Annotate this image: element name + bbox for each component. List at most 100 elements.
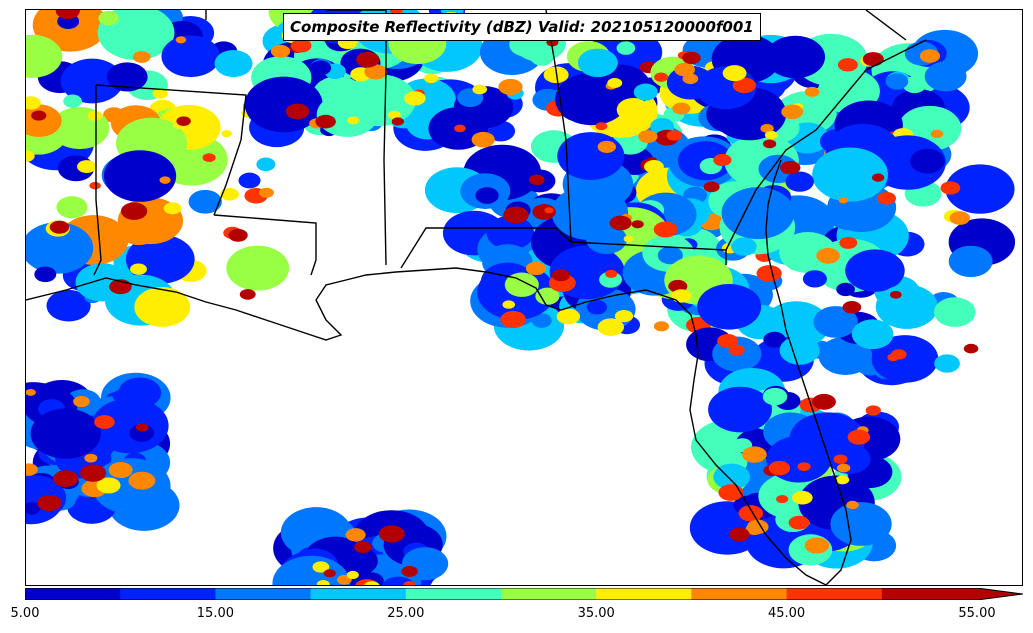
state-line-al-fl: [400, 227, 572, 269]
reflectivity-core: [239, 289, 256, 300]
reflectivity-core: [949, 211, 971, 225]
colorbar-segment: [215, 588, 312, 600]
reflectivity-cell: [875, 284, 938, 329]
reflectivity-cell: [26, 34, 63, 78]
reflectivity-core: [812, 393, 836, 410]
reflectivity-core: [176, 116, 191, 126]
reflectivity-cell: [762, 387, 788, 406]
reflectivity-core: [556, 308, 581, 325]
coastline-east: [765, 159, 852, 585]
reflectivity-cell: [60, 58, 124, 104]
reflectivity-core: [525, 261, 546, 276]
reflectivity-core: [152, 88, 168, 99]
reflectivity-core: [31, 110, 47, 121]
reflectivity-cell: [763, 331, 786, 348]
reflectivity-core: [833, 454, 848, 464]
reflectivity-cell: [504, 272, 539, 297]
reflectivity-core: [780, 160, 801, 175]
reflectivity-core: [528, 174, 545, 186]
reflectivity-cell: [46, 289, 91, 322]
reflectivity-core: [221, 130, 232, 138]
reflectivity-core: [354, 541, 372, 553]
reflectivity-core: [862, 52, 884, 67]
reflectivity-cell: [161, 35, 220, 78]
reflectivity-cell: [924, 61, 967, 92]
reflectivity-cell: [633, 83, 658, 101]
reflectivity-core: [788, 515, 810, 530]
reflectivity-core: [404, 91, 426, 106]
reflectivity-core: [631, 220, 644, 229]
reflectivity-core: [503, 206, 529, 224]
colorbar-segment: [501, 588, 597, 600]
reflectivity-core: [128, 471, 156, 490]
reflectivity-core: [728, 344, 745, 356]
reflectivity-core: [674, 62, 696, 77]
reflectivity-cell: [934, 297, 976, 327]
reflectivity-core: [768, 461, 791, 476]
reflectivity-cell: [731, 237, 757, 256]
reflectivity-core: [89, 181, 101, 190]
reflectivity-cell: [30, 408, 101, 459]
reflectivity-cell: [244, 76, 323, 133]
reflectivity-core: [623, 235, 634, 243]
reflectivity-cell: [830, 502, 892, 546]
reflectivity-core: [120, 202, 148, 220]
reflectivity-cell: [34, 266, 57, 283]
reflectivity-core: [87, 110, 103, 121]
reflectivity-cell: [785, 171, 814, 192]
colorbar-segment: [881, 588, 978, 600]
colorbar-segment: [310, 588, 407, 600]
reflectivity-core: [77, 160, 97, 173]
reflectivity-core: [551, 269, 570, 282]
state-line-nc-sc: [770, 39, 927, 171]
state-line-ar-la: [93, 85, 102, 276]
reflectivity-core: [130, 263, 147, 275]
reflectivity-cell: [697, 283, 762, 330]
reflectivity-cell: [945, 164, 1015, 214]
reflectivity-core: [544, 207, 554, 214]
reflectivity-core: [55, 10, 80, 19]
reflectivity-cell: [188, 189, 222, 214]
reflectivity-core: [401, 565, 418, 577]
reflectivity-core: [804, 86, 820, 97]
state-line-ga-sc: [725, 169, 772, 251]
reflectivity-core: [403, 581, 417, 585]
reflectivity-map: [26, 10, 1016, 585]
reflectivity-core: [346, 570, 359, 580]
reflectivity-core: [37, 494, 62, 512]
reflectivity-core: [654, 72, 669, 82]
reflectivity-cell: [98, 10, 119, 26]
reflectivity-core: [315, 114, 336, 129]
reflectivity-cell: [910, 148, 945, 174]
reflectivity-core: [220, 188, 239, 201]
reflectivity-core: [597, 318, 625, 336]
reflectivity-core: [877, 191, 896, 205]
reflectivity-core: [258, 187, 274, 198]
reflectivity-core: [614, 309, 634, 323]
reflectivity-cell: [106, 62, 148, 92]
reflectivity-cell: [934, 354, 960, 373]
reflectivity-core: [159, 176, 171, 184]
reflectivity-core: [713, 153, 732, 167]
reflectivity-field: [26, 10, 1016, 585]
reflectivity-cell: [226, 245, 290, 291]
reflectivity-core: [228, 228, 248, 242]
reflectivity-cell: [802, 270, 827, 288]
colorbar-tick-label: 55.00: [958, 606, 996, 621]
reflectivity-core: [26, 96, 41, 110]
reflectivity-cell: [948, 245, 993, 278]
reflectivity-cell: [657, 246, 683, 265]
reflectivity-core: [792, 490, 813, 505]
reflectivity-core: [500, 311, 526, 329]
reflectivity-core: [963, 343, 979, 354]
state-boundaries: [26, 10, 927, 585]
reflectivity-cell: [310, 60, 332, 76]
reflectivity-cell: [577, 48, 618, 78]
colorbar-extend-arrow: [977, 588, 1023, 600]
reflectivity-core: [135, 423, 149, 432]
reflectivity-cell: [586, 299, 608, 315]
reflectivity-cell: [535, 287, 560, 305]
reflectivity-core: [672, 102, 691, 115]
reflectivity-cell: [486, 215, 535, 250]
colorbar-segment: [120, 588, 216, 600]
